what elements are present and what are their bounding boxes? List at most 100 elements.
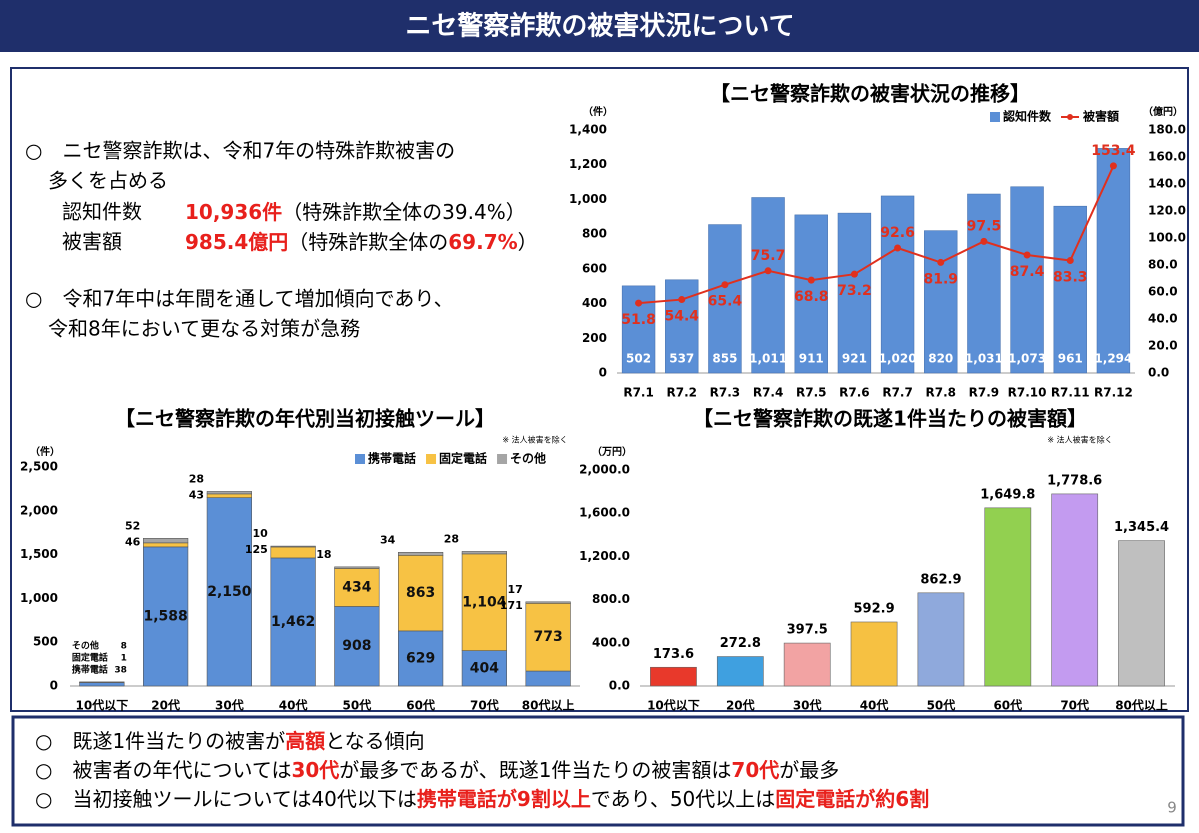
value-label-outside: 46 — [125, 535, 141, 548]
bar — [1053, 205, 1087, 374]
value-label: 397.5 — [787, 623, 828, 638]
bar — [850, 621, 898, 687]
y-tick-label: 1,000 — [569, 192, 607, 206]
y2-tick-label: 140.0 — [1148, 177, 1186, 191]
mini-legend-name: その他 — [72, 640, 99, 652]
value-label: 629 — [406, 650, 435, 666]
value-label: 1,649.8 — [980, 487, 1035, 502]
value-label-outside: 34 — [380, 533, 396, 546]
value-label-outside: 18 — [316, 548, 331, 561]
y-tick-label: 1,600.0 — [579, 506, 630, 520]
legend-swatch — [426, 454, 437, 464]
text-line: 10,936件（特殊詐欺全体の39.4%） — [185, 200, 526, 224]
line-marker — [850, 270, 858, 278]
x-tick-label: 30代 — [215, 698, 244, 713]
x-tick-label: 60代 — [406, 698, 435, 713]
y-tick-label: 0.0 — [609, 679, 630, 693]
value-label: 537 — [669, 352, 694, 366]
y-tick-label: 2,000.0 — [579, 463, 630, 477]
y2-tick-label: 40.0 — [1148, 312, 1178, 326]
text-run: ） — [518, 230, 538, 254]
bar — [1051, 493, 1099, 687]
mini-legend-value: 1 — [121, 654, 127, 664]
x-tick-label: 60代 — [993, 698, 1022, 713]
y-axis-unit: （万円） — [592, 445, 632, 458]
text-run: が最多であるが、既遂1件当たりの被害額は — [339, 758, 731, 782]
x-tick-label: R7.12 — [1094, 386, 1133, 400]
mini-legend-name: 携帯電話 — [72, 664, 108, 676]
bar-segment — [206, 493, 252, 498]
line-label: 73.2 — [837, 283, 872, 299]
y-tick-label: 0 — [50, 679, 58, 693]
bar-segment — [270, 546, 316, 559]
line-marker — [764, 267, 772, 275]
x-tick-label: 70代 — [1060, 698, 1089, 713]
text-run: （特殊詐欺全体の — [288, 230, 448, 254]
line-marker — [678, 296, 686, 304]
x-tick-label: R7.1 — [623, 386, 654, 400]
bullet-text: ○ 令和7年中は年間を通して増加傾向であり、 — [25, 287, 454, 311]
bar-segment — [334, 568, 380, 607]
y-tick-label: 0 — [599, 366, 607, 380]
x-tick-label: R7.5 — [796, 386, 827, 400]
y-axis-unit: （件） — [583, 105, 613, 118]
y2-axis-unit: （億円） — [1143, 105, 1183, 118]
bar-segment — [143, 538, 189, 544]
line-label: 153.4 — [1091, 143, 1136, 159]
bar — [794, 214, 828, 374]
value-label: 502 — [626, 352, 651, 366]
value-label: 773 — [534, 629, 563, 645]
y-tick-label: 500 — [33, 635, 58, 649]
value-label: 272.8 — [720, 636, 761, 651]
value-label: 173.6 — [653, 647, 694, 662]
legend-label: 被害額 — [1083, 109, 1119, 124]
value-label: 1,104 — [462, 594, 507, 610]
x-tick-label: 10代以下 — [76, 698, 129, 713]
text-run: 70代 — [731, 758, 779, 782]
y-tick-label: 1,000 — [20, 591, 58, 605]
bar-segment — [143, 542, 189, 548]
bullet-text: ○ ニセ警察詐欺は、令和7年の特殊詐欺被害の — [25, 139, 455, 163]
legend-swatch — [497, 454, 508, 464]
value-label: 592.9 — [854, 601, 895, 616]
x-tick-label: R7.10 — [1008, 386, 1047, 400]
bar-segment — [334, 606, 380, 687]
bar — [924, 230, 958, 374]
y-axis-unit: （件） — [30, 445, 60, 458]
x-tick-label: R7.11 — [1051, 386, 1090, 400]
text-run: ○ 被害者の年代については — [35, 758, 291, 782]
bar-segment — [461, 551, 507, 555]
text-run: 携帯電話が9割以上 — [417, 787, 591, 811]
value-label: 1,778.6 — [1047, 473, 1102, 488]
y2-tick-label: 120.0 — [1148, 204, 1186, 218]
text-run: であり、50代以上は — [591, 787, 775, 811]
y2-tick-label: 160.0 — [1148, 150, 1186, 164]
y2-tick-label: 80.0 — [1148, 258, 1178, 272]
bar-segment — [206, 497, 252, 687]
y-tick-label: 2,000 — [20, 503, 58, 517]
text-run: となる傾向 — [325, 729, 424, 753]
bar — [917, 592, 965, 687]
line-label: 54.4 — [664, 309, 699, 325]
y2-tick-label: 100.0 — [1148, 231, 1186, 245]
line-marker — [635, 299, 643, 307]
line-marker — [937, 258, 945, 266]
y-tick-label: 200 — [582, 331, 607, 345]
bar — [751, 197, 785, 374]
line-marker — [1023, 251, 1031, 259]
bar-segment — [461, 650, 507, 687]
text-line: ○ 被害者の年代については30代が最多であるが、既遂1件当たりの被害額は70代が… — [35, 758, 839, 782]
bar-segment — [398, 555, 444, 632]
bar-segment — [525, 601, 571, 604]
x-tick-label: R7.7 — [882, 386, 913, 400]
legend-label: 認知件数 — [1003, 109, 1052, 124]
value-label: 1,011 — [749, 352, 787, 366]
bar — [708, 224, 742, 374]
line-label: 83.3 — [1053, 270, 1088, 286]
legend-label: 固定電話 — [439, 451, 487, 466]
main-frame — [10, 67, 1189, 712]
x-tick-label: R7.4 — [753, 386, 784, 400]
value-label: 911 — [799, 352, 824, 366]
summary-frame — [11, 715, 1185, 827]
